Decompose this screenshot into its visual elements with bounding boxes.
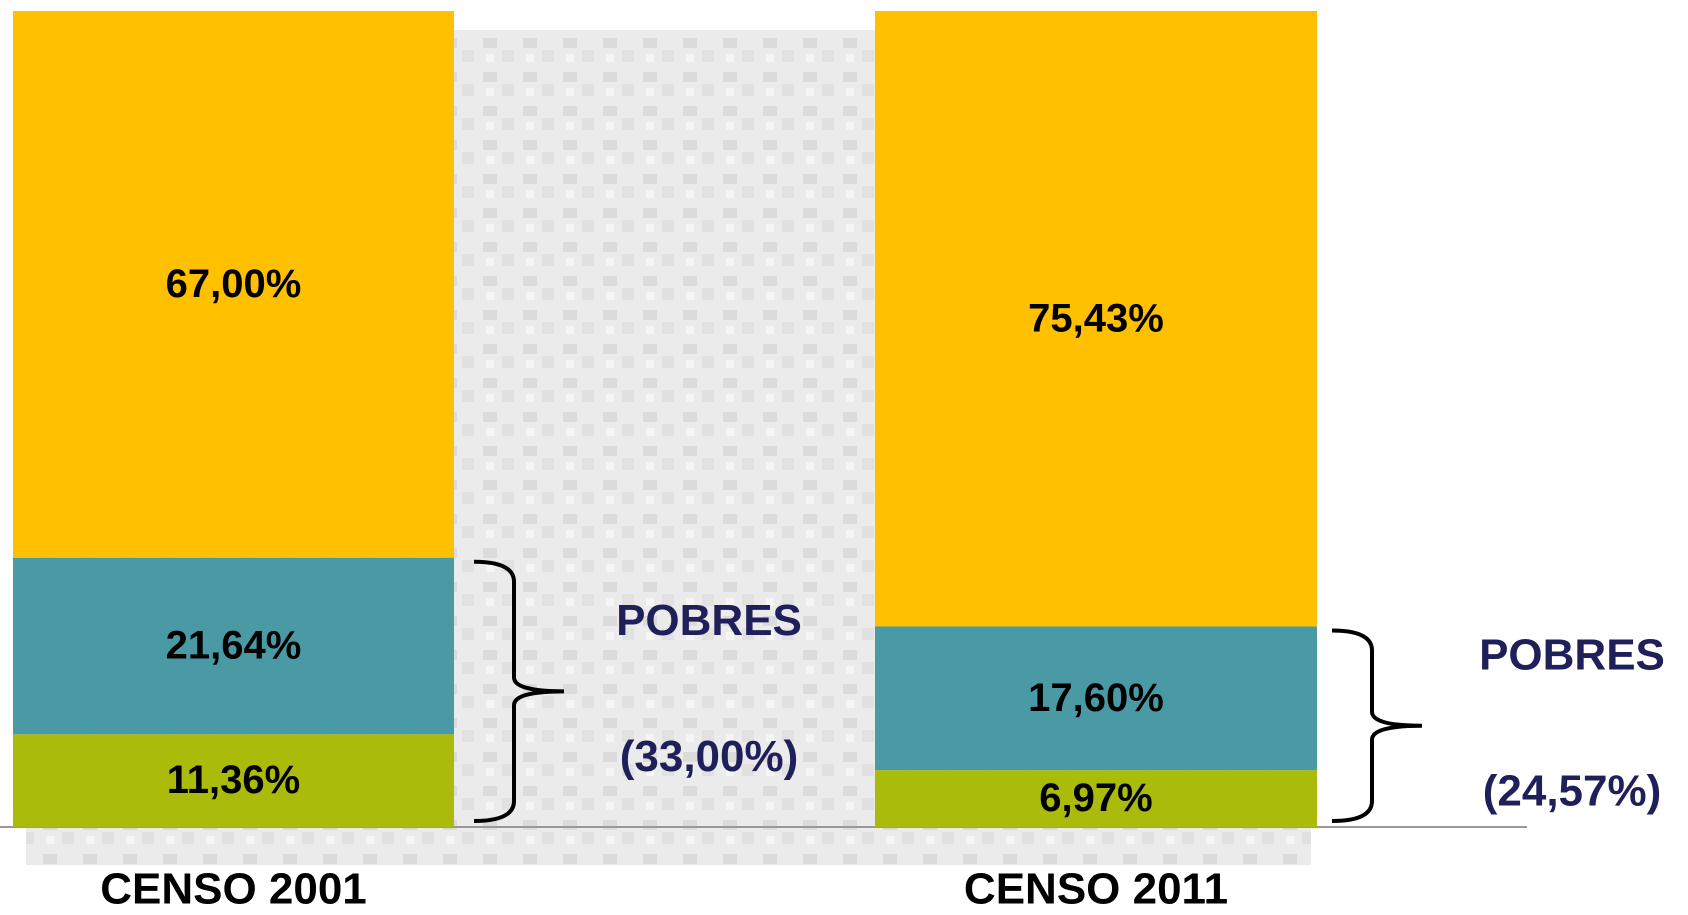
annotation-title: POBRES — [616, 596, 802, 645]
value-label: 6,97% — [1039, 776, 1152, 820]
bracket — [1332, 631, 1422, 821]
annotation-value: (24,57%) — [1483, 766, 1662, 815]
category-label: CENSO 2001 — [100, 865, 367, 914]
chart: 11,36% 21,64% 67,00% CENSO 2001 POBRES (33,00… — [0, 0, 1688, 915]
value-label: 75,43% — [1028, 296, 1164, 340]
category-label: CENSO 2011 — [964, 865, 1228, 914]
value-label: 21,64% — [166, 624, 302, 668]
value-label: 67,00% — [166, 262, 302, 306]
annotation-value: (33,00%) — [620, 732, 799, 781]
annotation-title: POBRES — [1479, 630, 1665, 679]
value-label: 17,60% — [1028, 676, 1164, 720]
value-label: 11,36% — [167, 758, 300, 802]
